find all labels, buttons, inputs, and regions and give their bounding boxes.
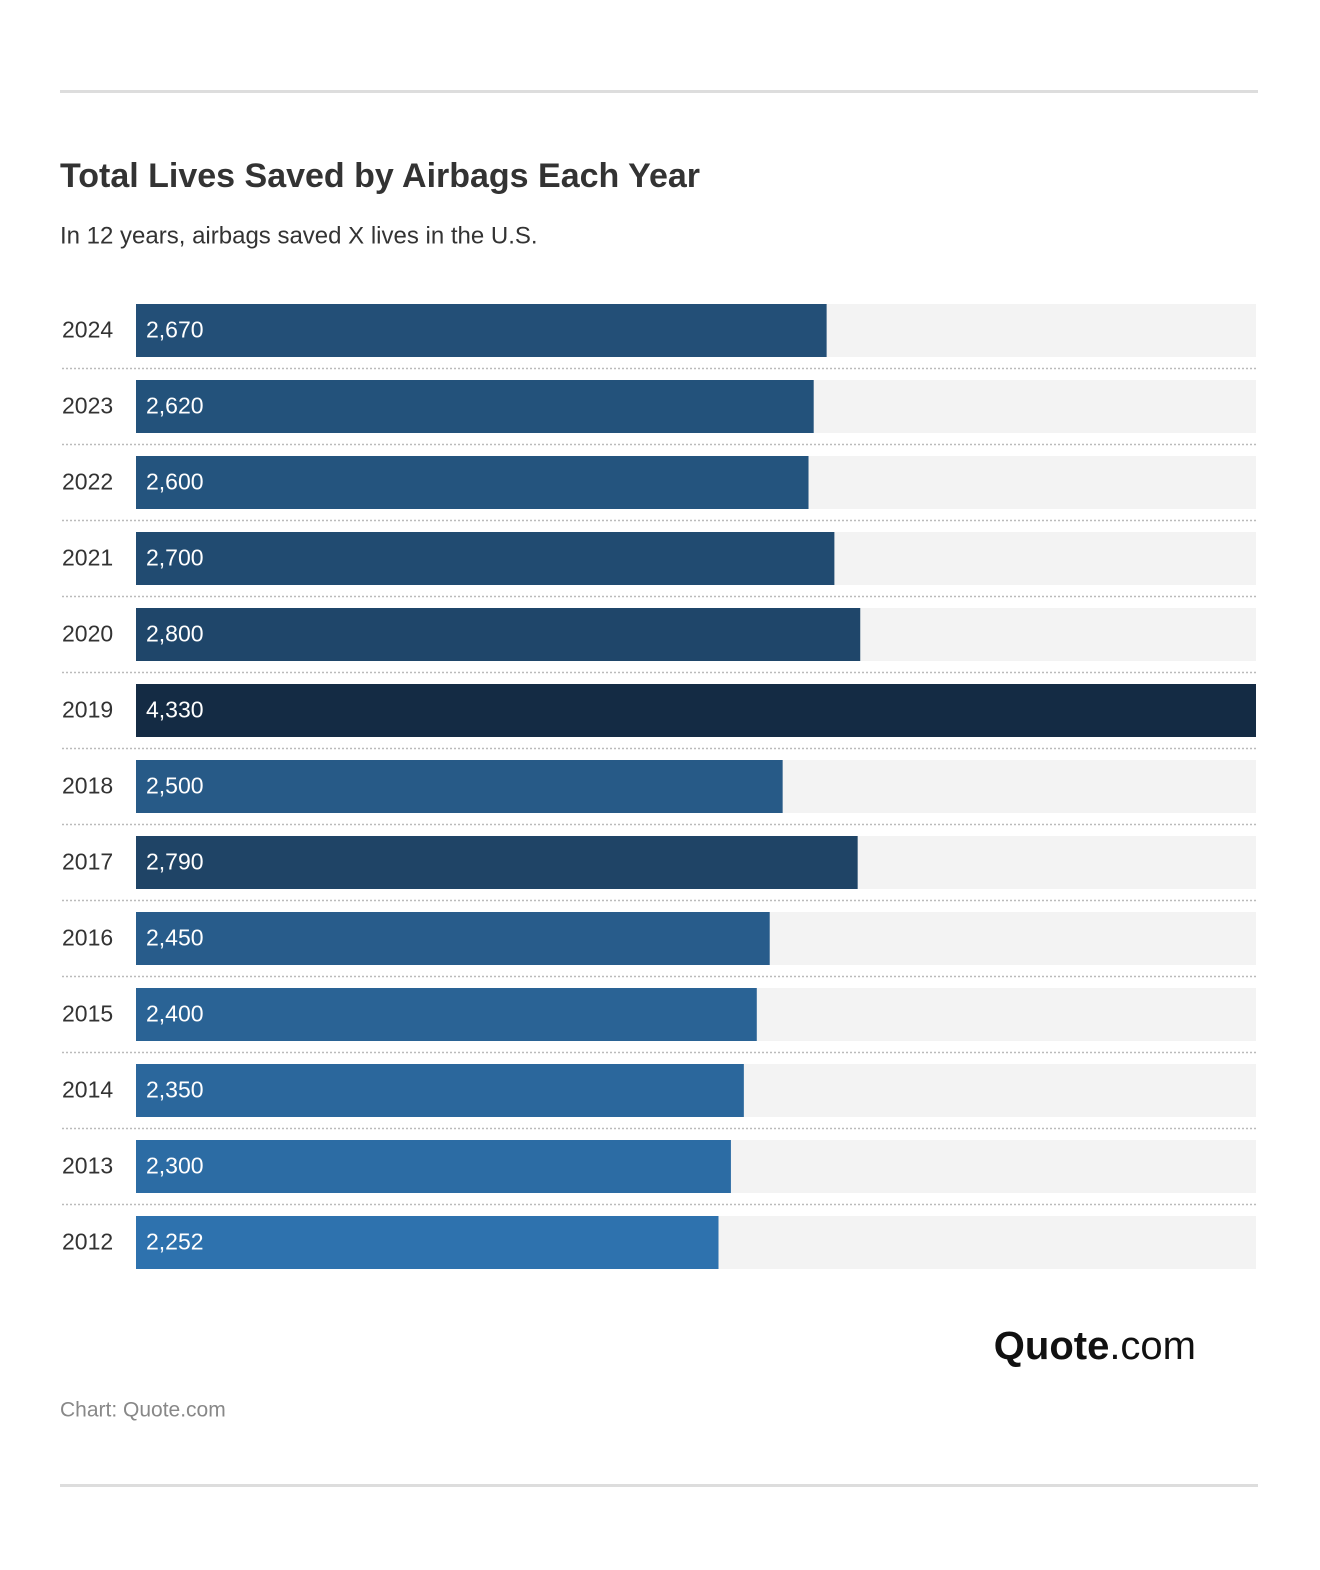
value-label: 2,700 — [146, 545, 204, 571]
bottom-rule — [60, 1484, 1258, 1487]
y-tick-label: 2016 — [62, 925, 113, 951]
value-label: 2,670 — [146, 317, 204, 343]
bar — [136, 1064, 744, 1117]
value-label: 2,500 — [146, 773, 204, 799]
logo: Quote.com — [994, 1324, 1196, 1368]
y-tick-label: 2012 — [62, 1229, 113, 1255]
top-rule — [60, 90, 1258, 93]
bar — [136, 532, 835, 585]
chart-title: Total Lives Saved by Airbags Each Year — [60, 157, 700, 195]
bar — [136, 456, 809, 509]
value-label: 2,790 — [146, 849, 204, 875]
value-label: 2,400 — [146, 1001, 204, 1027]
logo-rest: .com — [1109, 1324, 1196, 1368]
value-label: 2,350 — [146, 1077, 204, 1103]
y-tick-label: 2024 — [62, 317, 113, 343]
bar — [136, 988, 757, 1041]
y-tick-label: 2017 — [62, 849, 113, 875]
chart-subtitle: In 12 years, airbags saved X lives in th… — [60, 222, 538, 249]
y-tick-label: 2020 — [62, 621, 113, 647]
y-tick-label: 2013 — [62, 1153, 113, 1179]
y-tick-label: 2015 — [62, 1001, 113, 1027]
bar — [136, 912, 770, 965]
y-tick-label: 2021 — [62, 545, 113, 571]
y-tick-label: 2014 — [62, 1077, 113, 1103]
bar — [136, 304, 827, 357]
value-label: 4,330 — [146, 697, 204, 723]
value-label: 2,252 — [146, 1229, 204, 1255]
value-label: 2,600 — [146, 469, 204, 495]
y-tick-label: 2023 — [62, 393, 113, 419]
bar — [136, 1216, 719, 1269]
value-label: 2,800 — [146, 621, 204, 647]
logo-bold: Quote — [994, 1324, 1110, 1368]
bar — [136, 1140, 731, 1193]
y-tick-label: 2022 — [62, 469, 113, 495]
source: Chart: Quote.com — [60, 1399, 226, 1422]
bar — [136, 684, 1256, 737]
value-label: 2,620 — [146, 393, 204, 419]
value-label: 2,300 — [146, 1153, 204, 1179]
y-tick-label: 2019 — [62, 697, 113, 723]
bar — [136, 608, 861, 661]
y-tick-label: 2018 — [62, 773, 113, 799]
bar — [136, 380, 814, 433]
bar — [136, 760, 783, 813]
value-label: 2,450 — [146, 925, 204, 951]
bar — [136, 836, 858, 889]
